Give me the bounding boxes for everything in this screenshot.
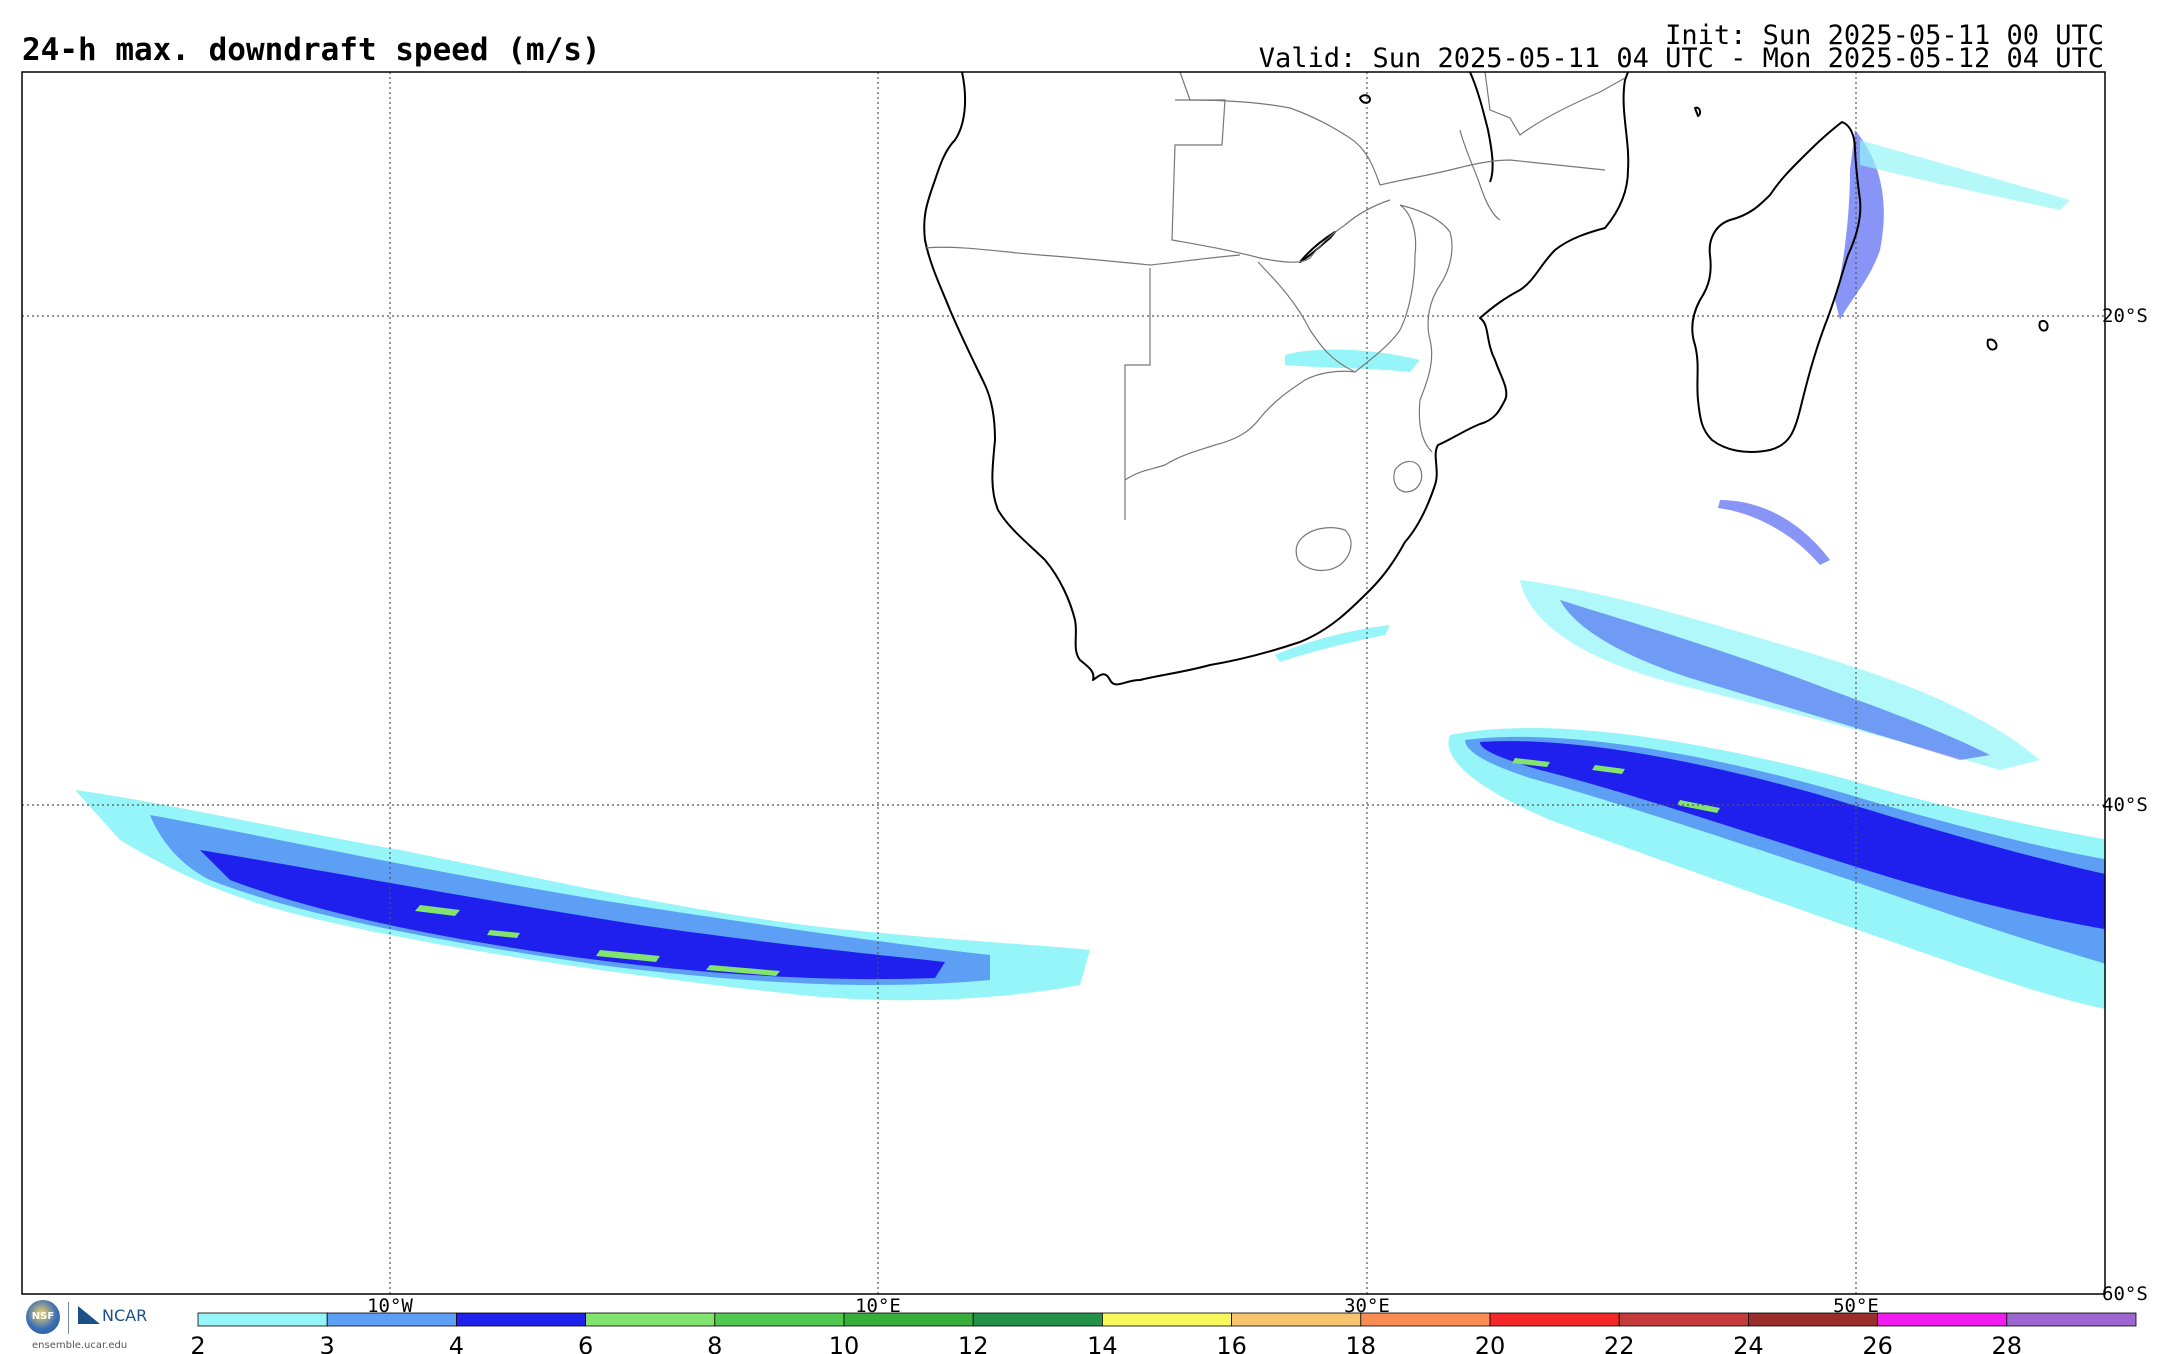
colorbar-swatch: [843, 1312, 974, 1327]
colorbar-tick-label: 3: [320, 1332, 335, 1354]
init-time: Init: Sun 2025-05-11 00 UTC: [1665, 20, 2104, 51]
border-zambia: [1171, 99, 1391, 263]
field-east-scatter-4ms: [1560, 600, 1990, 760]
colorbar-tick-label: 18: [1346, 1332, 1377, 1354]
border-malawi: [1459, 129, 1501, 221]
border-namibia-botswana: [1124, 268, 1151, 520]
lon-label-50e: 50°E: [1833, 1295, 1879, 1317]
colorbar-swatch: [1231, 1312, 1362, 1327]
field-east-6ms-c: [1677, 800, 1720, 813]
field-south-africa-cells: [1275, 625, 1390, 662]
colorbar-swatch: [455, 1312, 586, 1327]
colorbar-tick-label: 10: [829, 1332, 860, 1354]
graticule: [22, 72, 2105, 1294]
colorbar-tick-label: 24: [1733, 1332, 1764, 1354]
colorbar-swatch: [714, 1312, 845, 1327]
field-east-6ms-a: [1512, 758, 1550, 767]
border-zimbabwe: [1257, 204, 1417, 373]
field-east-4ms: [1480, 741, 2105, 930]
logo-block: NSF NCAR ensemble.ucar.edu: [26, 1300, 166, 1354]
logo-divider: [68, 1302, 69, 1334]
field-east-6ms-b: [1592, 765, 1625, 774]
field-west-3ms: [150, 815, 990, 985]
colorbar-tick-label: 14: [1087, 1332, 1118, 1354]
reunion-island: [2038, 320, 2049, 332]
colorbar-tick-label: 26: [1862, 1332, 1893, 1354]
map-frame: [21, 71, 2106, 1295]
nsf-logo-icon: NSF: [26, 1300, 60, 1334]
colorbar-swatch: [1618, 1312, 1749, 1327]
field-madagascar-cells-2: [1860, 140, 2070, 210]
border-botswana-sa: [1124, 370, 1356, 481]
colorbar-swatch: [1489, 1312, 1620, 1327]
ncar-logo-text: NCAR: [102, 1306, 148, 1325]
colorbar-swatch: [585, 1312, 716, 1327]
colorbar-tick-label: 6: [578, 1332, 593, 1354]
colorbar-tick-label: 20: [1475, 1332, 1506, 1354]
map-title: 24-h max. downdraft speed (m/s): [22, 32, 601, 68]
border-mozambique: [1399, 204, 1453, 453]
colorbar-tick-label: 12: [958, 1332, 989, 1354]
field-scatter-north: [1718, 500, 1830, 565]
mauritius-island: [1986, 338, 1998, 351]
colorbar-tick-label: 16: [1216, 1332, 1247, 1354]
colorbar: 2 3 4 6 8 10 12 14 16 18 20 22 24 26 28: [190, 1312, 2137, 1354]
downdraft-field: [75, 130, 2105, 1009]
madagascar-coastline: [1691, 121, 1862, 453]
field-west-6ms-d: [487, 930, 520, 938]
colorbar-swatch: [1748, 1312, 1879, 1327]
border-eswatini: [1393, 460, 1423, 493]
lat-label-40s: 40°S: [2102, 794, 2148, 816]
border-lesotho: [1295, 527, 1352, 572]
colorbar-swatch: [197, 1312, 328, 1327]
field-africa-cells: [1285, 349, 1420, 372]
colorbar-tick-label: 22: [1604, 1332, 1635, 1354]
africa-coastline: [923, 72, 1630, 686]
valid-time: Valid: Sun 2025-05-11 04 UTC - Mon 2025-…: [1258, 43, 2104, 74]
field-west-6ms-b: [596, 950, 660, 962]
border-angola-namibia: [924, 246, 1241, 266]
lon-label-10w: 10°W: [367, 1295, 413, 1317]
country-borders: [924, 72, 1626, 572]
lon-label-30e: 30°E: [1344, 1295, 1390, 1317]
border-tanzania: [1379, 159, 1606, 186]
lon-label-10e: 10°E: [855, 1295, 901, 1317]
colorbar-swatch: [1360, 1312, 1491, 1327]
lake-malawi: [1469, 72, 1494, 183]
colorbar-tick-label: 2: [190, 1332, 205, 1354]
colorbar-swatch: [1102, 1312, 1233, 1327]
field-madagascar-cells: [1835, 130, 1884, 320]
lat-label-20s: 20°S: [2102, 305, 2148, 327]
colorbar-tick-label: 4: [449, 1332, 464, 1354]
colorbar-swatch: [2006, 1312, 2137, 1327]
colorbar-tick-label: 28: [1992, 1332, 2023, 1354]
comoros-island: [1694, 106, 1702, 117]
site-url: ensemble.ucar.edu: [32, 1340, 128, 1351]
field-west-4ms: [200, 850, 945, 980]
border-drc: [1179, 72, 1381, 186]
colorbar-swatch: [326, 1312, 457, 1327]
field-west-6ms-c: [706, 965, 780, 976]
lake-victoria: [1359, 94, 1371, 104]
colorbar-swatch: [1877, 1312, 2008, 1327]
colorbar-tick-label: 8: [707, 1332, 722, 1354]
ncar-logo-icon: [78, 1306, 100, 1324]
border-kenya: [1484, 72, 1626, 136]
field-west-6ms-a: [415, 905, 460, 916]
colorbar-swatch: [972, 1312, 1103, 1327]
lat-label-60s: 60°S: [2102, 1283, 2148, 1305]
